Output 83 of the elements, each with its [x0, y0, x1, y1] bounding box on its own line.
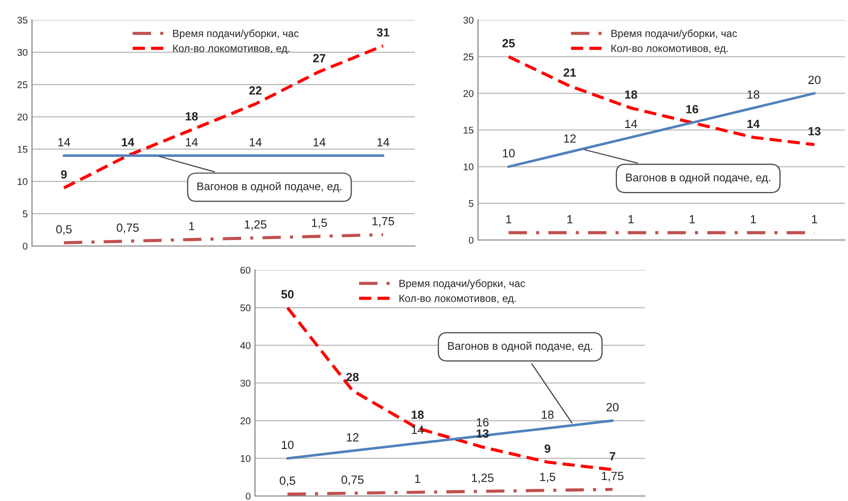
y-tick-label: 0: [246, 492, 250, 500]
data-label: 1,75: [372, 217, 394, 227]
data-label: 14: [122, 138, 134, 146]
data-label: 18: [186, 112, 198, 120]
data-label: 9: [544, 444, 550, 453]
data-label: 0,75: [116, 224, 139, 234]
y-tick-label: 5: [22, 210, 28, 218]
legend-label: Кол-во локомотивов, ед.: [400, 294, 516, 304]
y-tick-label: 25: [464, 53, 474, 60]
y-tick-label: 15: [464, 126, 474, 134]
y-tick-label: 10: [18, 178, 28, 186]
data-label: 14: [58, 138, 70, 146]
data-label: 18: [412, 410, 424, 419]
data-label: 1,25: [472, 474, 494, 484]
data-label: 1: [690, 215, 695, 224]
data-label: 14: [412, 426, 424, 434]
data-label: 14: [186, 138, 198, 146]
data-label: 22: [249, 86, 262, 95]
data-label: 1: [812, 215, 818, 224]
data-label: 16: [686, 105, 698, 114]
legend-label: Время подачи/уборки, час: [400, 279, 526, 290]
annotation: Вагонов в одной подаче, ед.: [448, 342, 592, 352]
data-label: 1: [189, 222, 194, 230]
data-label: 18: [748, 90, 760, 99]
y-tick-label: 10: [464, 163, 474, 170]
legend-label: Время подачи/уборки, час: [611, 29, 738, 40]
data-label: 16: [476, 418, 489, 426]
data-label: 9: [61, 170, 67, 179]
y-tick-label: 25: [18, 81, 28, 88]
data-label: 12: [564, 134, 576, 143]
data-label: 0,5: [56, 225, 72, 235]
data-label: 1: [628, 215, 634, 224]
y-tick-label: 10: [240, 455, 250, 462]
data-label: 10: [282, 440, 294, 450]
legend-label: Кол-во локомотивов, ед.: [611, 44, 728, 54]
data-label: 1: [567, 215, 572, 224]
legend-label: Время подачи/уборки, час: [173, 29, 299, 40]
data-label: 50: [281, 290, 294, 298]
y-tick-label: 20: [18, 114, 28, 120]
data-label: 18: [625, 90, 638, 99]
data-label: 12: [346, 433, 358, 442]
line-series: [62, 233, 385, 244]
data-label: 0,5: [280, 476, 296, 486]
y-tick-label: 60: [240, 266, 250, 274]
data-label: 20: [808, 76, 821, 84]
data-label: 1: [415, 474, 420, 483]
legend-label: Кол-во локомотивов, ед.: [173, 44, 290, 54]
y-tick-label: 0: [22, 242, 28, 250]
data-label: 20: [606, 403, 619, 412]
y-tick-label: 40: [240, 342, 250, 349]
y-tick-label: 30: [463, 16, 474, 24]
data-label: 18: [542, 410, 554, 419]
data-label: 10: [502, 149, 515, 158]
data-label: 13: [808, 127, 821, 136]
data-label: 1,25: [244, 220, 266, 230]
data-label: 1,75: [602, 472, 624, 482]
y-tick-label: 5: [468, 200, 474, 207]
data-label: 28: [346, 372, 359, 382]
y-tick-label: 35: [17, 16, 28, 24]
data-label: 21: [564, 68, 576, 77]
data-label: 25: [502, 39, 515, 48]
data-label: 14: [377, 138, 390, 146]
data-label: 1,5: [540, 472, 556, 482]
data-label: 14: [625, 120, 638, 128]
data-label: 14: [747, 120, 760, 128]
data-label: 1: [750, 215, 756, 224]
annotation: Вагонов в одной подаче, ед.: [197, 182, 342, 192]
y-tick-label: 50: [240, 304, 250, 312]
y-tick-label: 0: [468, 236, 474, 244]
y-tick-label: 20: [464, 90, 474, 97]
annotation: Вагонов в одной подаче, ед.: [626, 173, 770, 184]
data-label: 31: [376, 28, 390, 37]
y-tick-label: 20: [240, 417, 250, 424]
data-label: 1,5: [312, 218, 327, 228]
data-label: 0,75: [341, 476, 364, 486]
data-label: 7: [610, 452, 616, 460]
y-tick-label: 15: [18, 146, 28, 153]
data-label: 1: [506, 215, 512, 224]
y-tick-label: 30: [17, 49, 28, 56]
data-label: 14: [250, 138, 262, 146]
y-tick-label: 30: [240, 380, 250, 387]
data-label: 27: [313, 54, 326, 62]
data-label: 14: [314, 138, 326, 146]
